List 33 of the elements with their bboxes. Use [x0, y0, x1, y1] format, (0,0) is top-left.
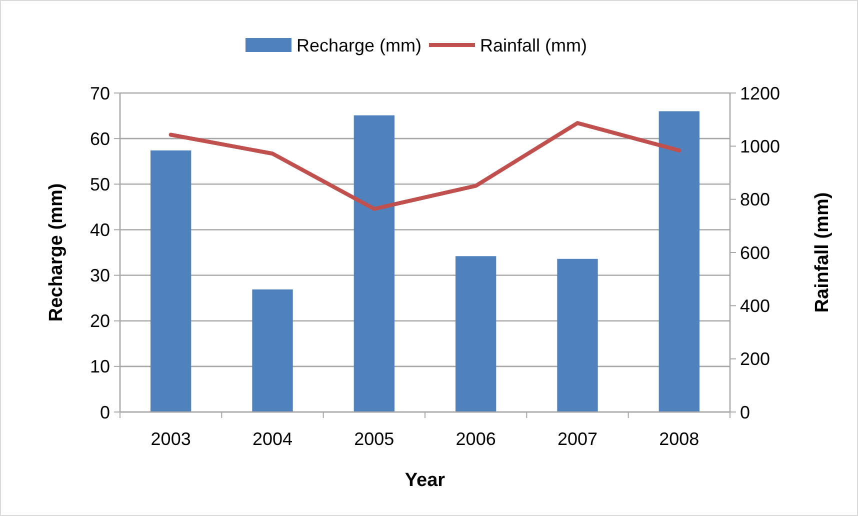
legend-label: Recharge (mm) [296, 35, 422, 56]
x-tick-label: 2005 [354, 429, 394, 449]
x-tick-label: 2004 [252, 429, 293, 449]
x-axis-title: Year [404, 470, 446, 491]
y2-tick-label: 200 [740, 349, 770, 370]
y-tick-label: 0 [100, 402, 110, 422]
y2-tick-label: 600 [740, 242, 770, 263]
x-tick-label: 2007 [557, 429, 598, 449]
line-series [168, 121, 682, 211]
x-tick-label: 2006 [456, 429, 496, 449]
y2-tick-label: 400 [740, 296, 770, 316]
y-tick-label: 10 [90, 356, 110, 377]
y2-axis-title: Rainfall (mm) [812, 192, 833, 313]
y2-tick-label: 1000 [740, 136, 780, 156]
bar [150, 150, 192, 412]
y2-tick-label: 1200 [740, 83, 780, 104]
y-tick-label: 70 [90, 83, 110, 104]
bar [658, 111, 700, 412]
y-axis-title: Recharge (mm) [46, 183, 67, 322]
y2-tick-label: 800 [740, 190, 770, 210]
y-tick-label: 20 [90, 311, 110, 332]
x-tick-label: 2003 [150, 429, 191, 449]
bar [252, 289, 293, 412]
bar [354, 115, 394, 412]
y-tick-label: 60 [90, 128, 110, 149]
y-tick-label: 30 [90, 266, 110, 286]
bar [456, 256, 496, 412]
x-tick-label: 2008 [659, 429, 700, 449]
bar [557, 258, 598, 412]
y-tick-label: 40 [90, 220, 110, 240]
legend-label: Rainfall (mm) [480, 35, 588, 56]
y2-tick-label: 0 [740, 402, 750, 422]
y-tick-label: 50 [90, 174, 110, 194]
